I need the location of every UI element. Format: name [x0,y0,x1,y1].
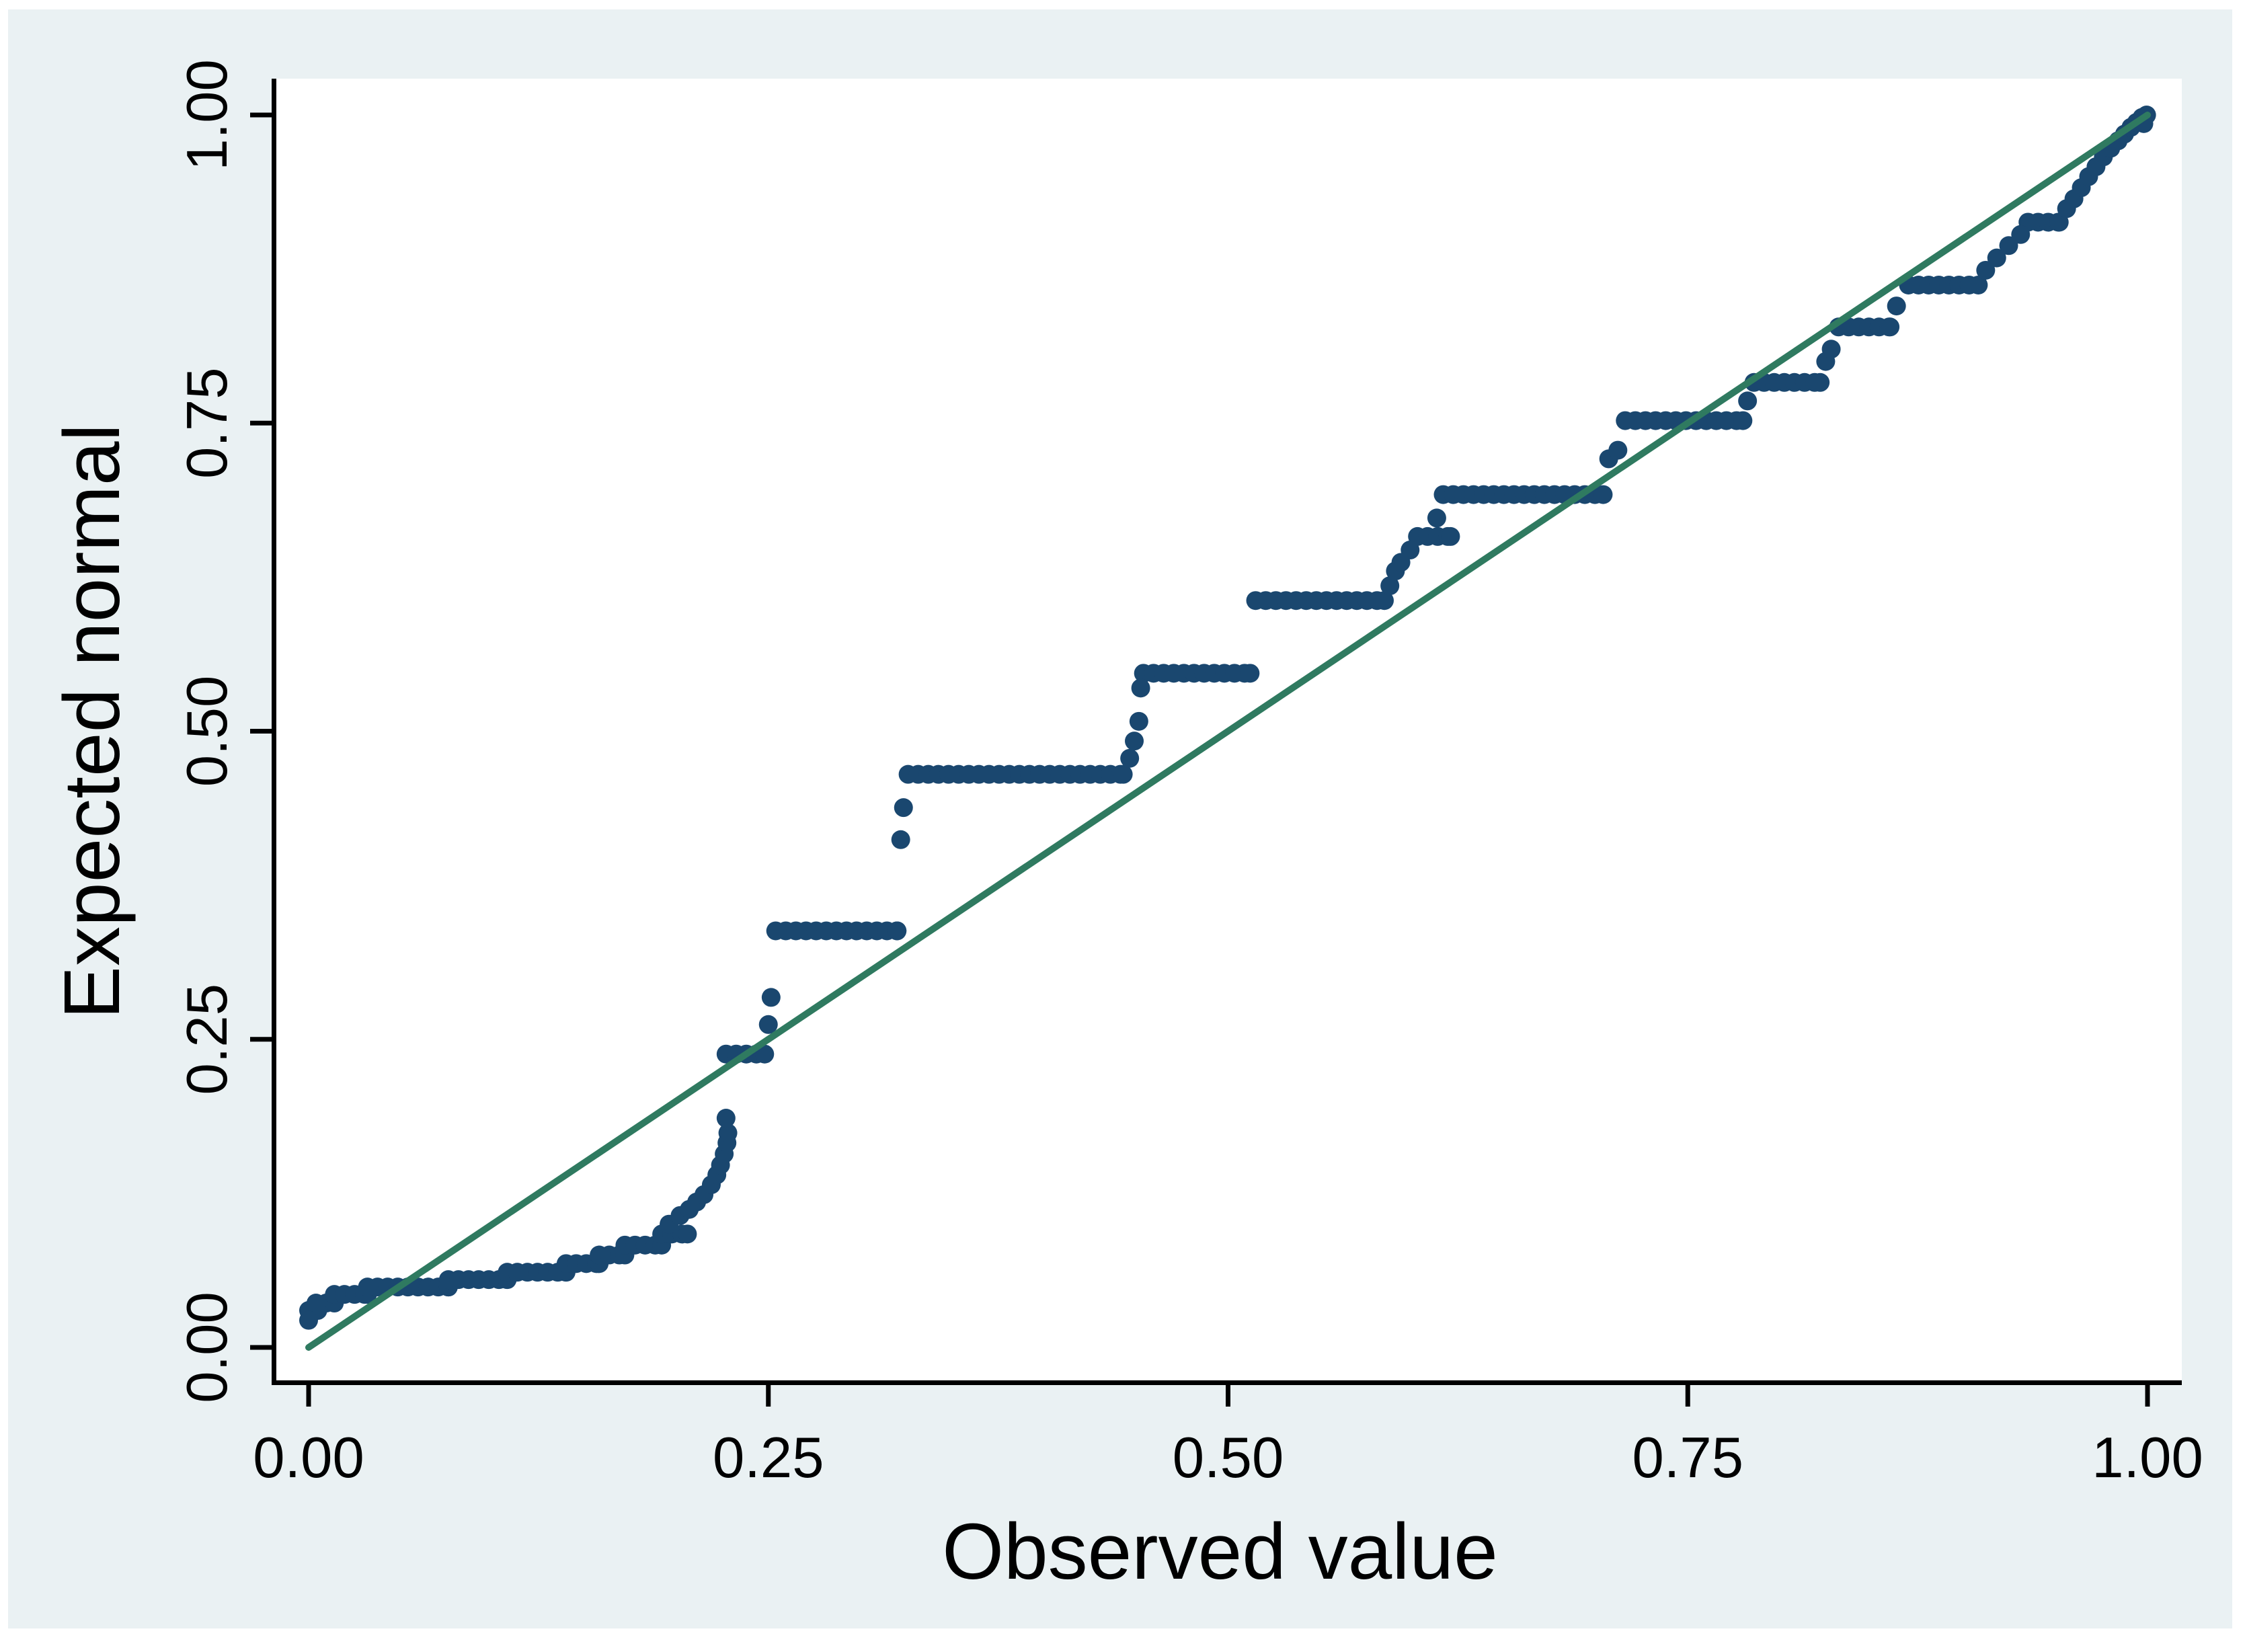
x-tick-label: 0.75 [1632,1426,1743,1490]
y-tick [250,729,272,734]
data-point [758,1015,778,1034]
data-point [1125,732,1144,751]
data-point [1738,391,1758,411]
x-tick [1685,1385,1690,1407]
pp-plot-canvas: 0.00 0.25 0.50 0.75 1.00 0.00 0.25 0.50 0.75 1.00 [175,59,2203,1490]
x-tick [766,1385,771,1407]
data-point [2011,225,2031,244]
y-tick [250,1345,272,1350]
data-point [678,1224,697,1244]
data-point [1999,236,2018,255]
data-point [755,1044,775,1064]
x-tick-label: 0.25 [713,1426,824,1490]
y-tick-label: 0.50 [175,676,239,787]
y-tick [250,1037,272,1042]
x-axis-line [272,1380,2182,1385]
data-point [718,1124,738,1143]
data-point [761,988,781,1007]
data-point [1427,508,1446,528]
y-tick-label: 1.00 [175,59,239,170]
x-tick [2145,1385,2150,1407]
data-point [1887,297,1906,316]
graph-panel: 0.00 0.25 0.50 0.75 1.00 0.00 0.25 0.50 0.75 1.00… [8,9,2232,1628]
y-axis-line [272,79,276,1385]
data-point [1401,541,1420,560]
y-tick-label: 0.25 [175,984,239,1095]
data-point [1380,576,1400,596]
data-point [1733,411,1753,430]
data-point [888,921,907,941]
data-point [1441,526,1460,546]
x-tick-label: 0.00 [253,1426,364,1490]
y-tick-label: 0.00 [175,1292,239,1403]
data-point [1987,248,2006,268]
y-tick [250,112,272,118]
data-point [1129,711,1148,731]
data-point [1811,372,1830,392]
data-point [1969,275,1988,294]
x-tick-label: 0.50 [1173,1426,1284,1490]
data-point [716,1109,736,1128]
data-point [1821,340,1841,359]
data-point [1608,440,1628,460]
data-point [299,1310,318,1330]
data-point [1113,764,1133,784]
data-point [891,830,910,849]
data-point [1374,591,1394,611]
data-point [1881,317,1900,337]
x-tick [306,1385,311,1407]
y-axis-title: Expected normal [48,424,136,1019]
data-point [894,798,913,818]
data-point [1240,664,1260,683]
y-tick [250,420,272,426]
x-tick [1226,1385,1230,1407]
x-tick-label: 1.00 [2092,1426,2203,1490]
x-axis-title: Observed value [942,1507,1498,1596]
y-tick-label: 0.75 [175,368,239,479]
data-point [1976,260,1996,280]
data-point [1120,748,1140,768]
data-point [1131,678,1150,698]
reference-line [305,112,2151,1351]
data-point [1593,485,1613,504]
